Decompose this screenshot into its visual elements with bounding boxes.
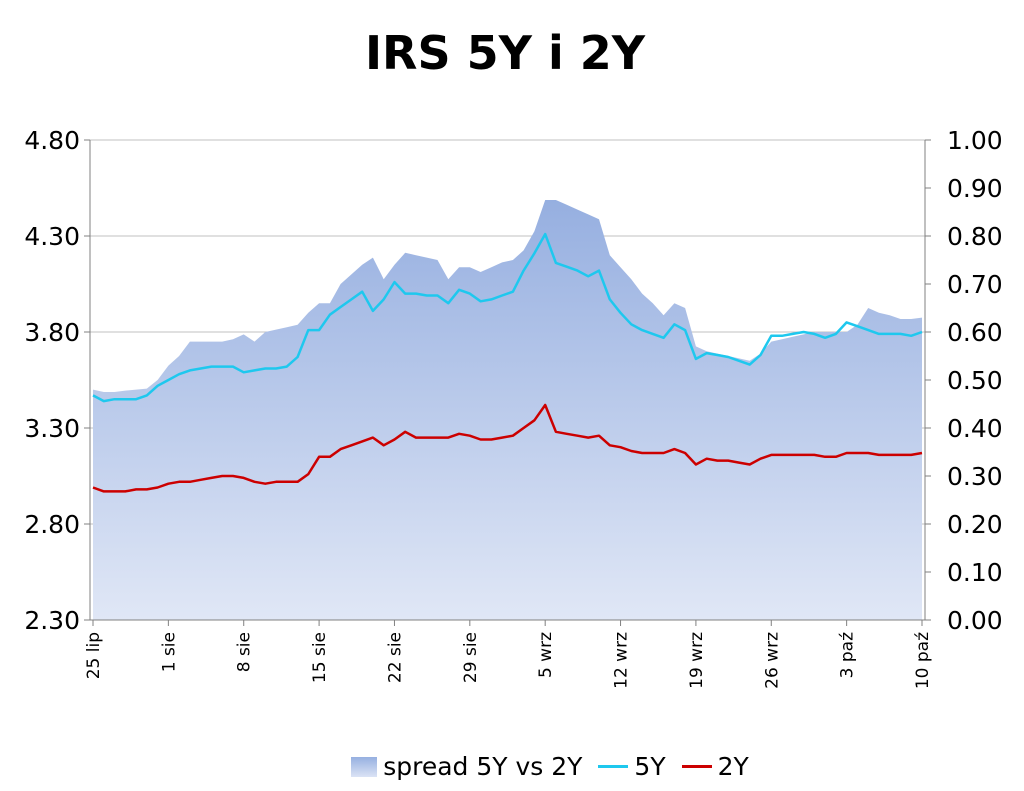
x-tick-label: 25 lip [84, 632, 104, 679]
legend-label-5y: 5Y [634, 752, 666, 781]
x-tick-label: 1 sie [159, 632, 179, 672]
y-tick-right-label: 0.90 [947, 174, 1003, 203]
y-tick-right-label: 0.80 [947, 222, 1003, 251]
y-tick-left-label: 4.80 [24, 126, 80, 155]
y-tick-right-label: 0.20 [947, 510, 1003, 539]
chart-plot: 4.80 4.30 3.80 3.30 2.80 2.30 1.00 0.90 0.80 0.7… [24, 126, 1003, 689]
x-tick-label: 22 sie [385, 632, 405, 683]
chart-title: IRS 5Y i 2Y [364, 26, 646, 80]
legend-label-2y: 2Y [717, 752, 749, 781]
y-tick-right-label: 0.60 [947, 318, 1003, 347]
y-tick-left-label: 3.30 [24, 414, 80, 443]
y-tick-left-label: 4.30 [24, 222, 80, 251]
y-tick-right-label: 0.00 [947, 606, 1003, 635]
y-tick-left-label: 2.80 [24, 510, 80, 539]
legend-label-spread: spread 5Y vs 2Y [383, 752, 583, 781]
legend-swatch-spread [351, 756, 378, 777]
series-area-spread [93, 200, 922, 620]
x-tick-label: 19 wrz [687, 632, 707, 689]
series-line-2y [92, 403, 923, 493]
x-tick-label: 29 sie [461, 632, 481, 683]
y-tick-right-label: 0.10 [947, 558, 1003, 587]
y-tick-right-label: 0.40 [947, 414, 1003, 443]
series-line-5y [92, 232, 923, 403]
x-tick-label: 3 paź [838, 632, 858, 678]
x-tick-label: 15 sie [310, 632, 330, 683]
y-tick-left-label: 2.30 [24, 606, 80, 635]
y-tick-right-label: 0.50 [947, 366, 1003, 395]
y-tick-right-label: 1.00 [947, 126, 1003, 155]
legend: spread 5Y vs 2Y 5Y 2Y [0, 752, 1024, 781]
y-tick-right-label: 0.30 [947, 462, 1003, 491]
x-tick-label: 8 sie [235, 632, 255, 672]
x-tick-label: 26 wrz [762, 632, 782, 689]
legend-item-2y: 2Y [681, 752, 749, 781]
y-tick-right-label: 0.70 [947, 270, 1003, 299]
legend-swatch-2y [681, 765, 712, 768]
y-tick-left-label: 3.80 [24, 318, 80, 347]
x-tick-label: 10 paź [913, 632, 933, 689]
x-tick-label: 5 wrz [536, 632, 556, 678]
legend-swatch-5y [598, 765, 629, 768]
legend-item-spread: spread 5Y vs 2Y [351, 752, 582, 781]
legend-item-5y: 5Y [598, 752, 666, 781]
x-tick-label: 12 wrz [612, 632, 632, 689]
